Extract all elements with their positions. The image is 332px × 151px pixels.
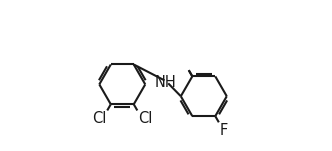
- Text: Cl: Cl: [92, 111, 107, 126]
- Text: Cl: Cl: [138, 111, 152, 126]
- Text: F: F: [219, 123, 228, 138]
- Text: NH: NH: [155, 75, 177, 90]
